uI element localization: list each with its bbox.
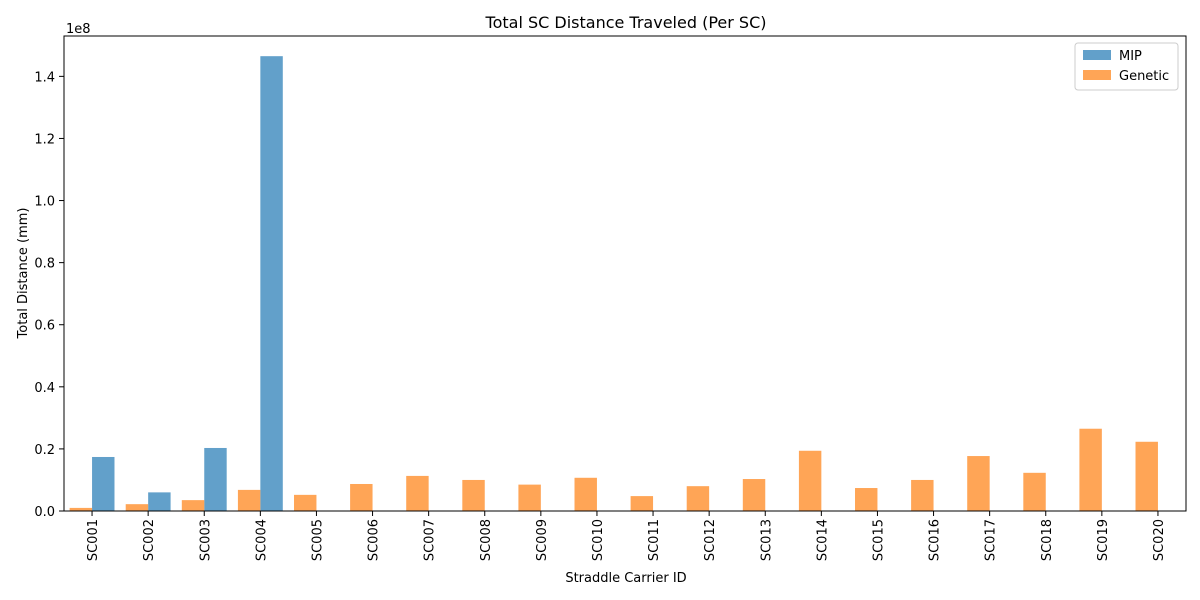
bar-mip-sc002 [148,492,171,511]
x-tick-label: SC012 [703,519,718,561]
y-tick-label: 0.0 [34,505,55,520]
x-tick-label: SC005 [310,519,325,561]
bar-genetic-sc008 [462,479,485,511]
x-tick-label: SC016 [928,519,943,561]
x-axis: SC001 SC002 SC003 SC004 SC005 SC006 SC007 SC008… [86,511,1167,561]
bar-genetic-sc004 [237,489,261,511]
bar-genetic-sc019 [1079,428,1102,511]
x-tick-label: SC020 [1152,519,1167,561]
plot-area [69,56,1158,511]
bar-genetic-sc012 [686,486,710,511]
bar-mip-sc003 [204,447,227,511]
y-tick-label: 1.0 [34,195,55,210]
x-tick-label: SC001 [86,519,101,561]
bar-genetic-sc005 [294,494,317,511]
y-tick-label: 0.2 [34,443,55,458]
bar-genetic-sc007 [406,475,429,511]
x-tick-label: SC011 [647,519,662,561]
bar-genetic-sc010 [574,477,597,511]
bar-genetic-sc001 [69,507,93,511]
bar-genetic-sc006 [350,483,373,511]
y-tick-label: 0.8 [34,257,55,272]
x-tick-label: SC015 [871,519,886,561]
bar-genetic-sc002 [125,504,149,511]
legend: MIP Genetic [1074,42,1179,91]
bar-genetic-sc009 [518,484,541,511]
x-tick-label: SC002 [142,519,157,561]
bar-genetic-sc015 [855,488,878,511]
bar-mip-sc001 [92,456,115,511]
y-axis-label: Total Distance (mm) [16,208,31,340]
x-tick-label: SC013 [759,519,774,561]
legend-label-genetic: Genetic [1119,69,1169,84]
x-tick-label: SC003 [198,519,213,561]
legend-label-mip: MIP [1119,49,1142,64]
x-tick-label: SC004 [254,519,269,561]
y-tick-label: 1.4 [34,70,55,85]
x-tick-label: SC009 [535,519,550,561]
x-tick-label: SC014 [815,519,830,561]
bar-genetic-sc013 [742,479,766,511]
x-tick-label: SC018 [1040,519,1055,561]
x-tick-label: SC008 [479,519,494,561]
legend-swatch-mip [1083,50,1111,60]
bar-genetic-sc018 [1023,472,1046,511]
bar-genetic-sc020 [1135,441,1158,511]
x-axis-label: Straddle Carrier ID [565,571,686,586]
chart-title: Total SC Distance Traveled (Per SC) [485,13,767,32]
plot-frame [63,35,1187,512]
bar-genetic-sc016 [911,479,934,511]
y-axis: 0.0 0.2 0.4 0.6 0.8 1.0 1.2 1.4 [34,70,64,520]
legend-swatch-genetic [1083,70,1111,80]
bar-genetic-sc003 [181,500,205,511]
bar-genetic-sc017 [967,456,990,511]
y-multiplier-label: 1e8 [66,22,91,37]
x-tick-label: SC017 [984,519,999,561]
y-tick-label: 1.2 [34,132,55,147]
x-tick-label: SC019 [1096,519,1111,561]
y-tick-label: 0.6 [34,319,55,334]
x-tick-label: SC010 [591,519,606,561]
bar-genetic-sc014 [798,450,822,511]
bar-genetic-sc011 [630,496,654,511]
y-tick-label: 0.4 [34,381,55,396]
x-tick-label: SC007 [423,519,438,561]
bar-mip-sc004 [260,56,283,511]
x-tick-label: SC006 [367,519,382,561]
